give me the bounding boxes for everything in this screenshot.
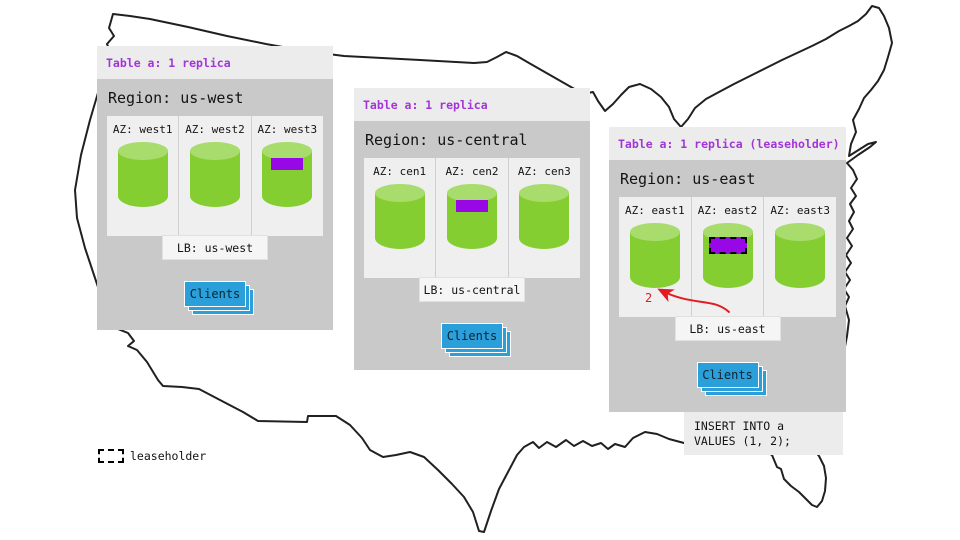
clients-stack: Clients bbox=[696, 362, 767, 396]
az-cell-west2: AZ: west2 bbox=[178, 116, 250, 236]
load-balancer-us-west: LB: us-west bbox=[162, 235, 268, 260]
clients-label: Clients bbox=[189, 287, 241, 301]
cylinder-top bbox=[117, 142, 168, 160]
cylinder-body bbox=[189, 151, 240, 207]
az-cell-east2: AZ: east2 bbox=[690, 197, 764, 317]
database-cylinder-icon bbox=[262, 142, 313, 210]
az-label: AZ: west2 bbox=[185, 123, 245, 136]
database-cylinder-icon bbox=[374, 184, 425, 252]
region-panel-body: Region: us-central AZ: cen1 AZ: cen2 bbox=[354, 121, 590, 370]
clients-button: Clients bbox=[184, 281, 246, 307]
region-title: Region: us-west bbox=[108, 89, 244, 107]
clients-stack: Clients bbox=[184, 281, 254, 315]
database-cylinder-icon bbox=[775, 223, 826, 291]
region-title: Region: us-east bbox=[620, 170, 756, 188]
az-label: AZ: cen2 bbox=[445, 165, 499, 178]
cylinder-body bbox=[775, 232, 826, 288]
az-cell-cen3: AZ: cen3 bbox=[507, 158, 580, 278]
table-replica-header: Table a: 1 replica (leaseholder) bbox=[609, 127, 846, 160]
az-row: AZ: east1 AZ: east2 AZ: east3 bbox=[619, 197, 836, 317]
database-cylinder-icon bbox=[702, 223, 753, 291]
lb-label: LB: us-central bbox=[423, 282, 521, 297]
cylinder-body bbox=[117, 151, 168, 207]
clients-button: Clients bbox=[696, 362, 759, 388]
step-number-label: 2 bbox=[645, 291, 653, 305]
region-panel-us-west: Table a: 1 replica Region: us-west AZ: w… bbox=[97, 46, 333, 330]
region-title: Region: us-central bbox=[365, 131, 528, 149]
az-label: AZ: west3 bbox=[257, 123, 318, 136]
lb-label: LB: us-east bbox=[689, 321, 766, 336]
az-label: AZ: cen3 bbox=[517, 165, 571, 178]
legend-label: leaseholder bbox=[130, 449, 207, 463]
region-panel-us-central: Table a: 1 replica Region: us-central AZ… bbox=[354, 88, 590, 370]
table-replica-label: Table a: 1 replica bbox=[363, 97, 488, 112]
database-cylinder-icon bbox=[519, 184, 570, 252]
region-panel-us-east: Table a: 1 replica (leaseholder) Region:… bbox=[609, 127, 846, 412]
az-cell-west3: AZ: west3 bbox=[250, 116, 323, 236]
clients-stack: Clients bbox=[441, 323, 511, 357]
az-row: AZ: west1 AZ: west2 AZ: west3 bbox=[107, 116, 323, 236]
load-balancer-us-east: LB: us-east bbox=[674, 316, 781, 341]
az-label: AZ: east2 bbox=[697, 204, 758, 217]
cylinder-body bbox=[629, 232, 680, 288]
database-cylinder-icon bbox=[629, 223, 680, 291]
az-cell-cen1: AZ: cen1 bbox=[364, 158, 435, 278]
leaseholder-swatch-icon bbox=[98, 449, 124, 463]
database-cylinder-icon bbox=[117, 142, 168, 210]
table-replica-label: Table a: 1 replica (leaseholder) bbox=[618, 136, 840, 151]
load-balancer-us-central: LB: us-central bbox=[419, 277, 525, 302]
region-panel-body: Region: us-east AZ: east1 AZ: east2 bbox=[609, 160, 846, 412]
az-label: AZ: east3 bbox=[770, 204, 830, 217]
cylinder-top bbox=[775, 223, 826, 241]
database-cylinder-icon bbox=[189, 142, 240, 210]
replica-badge bbox=[271, 158, 304, 170]
region-panel-body: Region: us-west AZ: west1 AZ: west2 bbox=[97, 79, 333, 330]
cylinder-top bbox=[629, 223, 680, 241]
az-cell-west1: AZ: west1 bbox=[107, 116, 178, 236]
az-label: AZ: west1 bbox=[112, 123, 173, 136]
replica-badge bbox=[455, 200, 488, 212]
clients-label: Clients bbox=[702, 368, 753, 382]
az-cell-cen2: AZ: cen2 bbox=[435, 158, 507, 278]
clients-button: Clients bbox=[441, 323, 503, 349]
leaseholder-badge bbox=[708, 237, 747, 254]
table-replica-label: Table a: 1 replica bbox=[106, 55, 231, 70]
cylinder-top bbox=[702, 223, 753, 241]
cylinder-top bbox=[262, 142, 313, 160]
az-label: AZ: cen1 bbox=[373, 165, 427, 178]
leaseholder-legend: leaseholder bbox=[98, 449, 206, 463]
sql-statement-note: INSERT INTO a VALUES (1, 2); bbox=[684, 412, 843, 455]
cylinder-top bbox=[189, 142, 240, 160]
database-cylinder-icon bbox=[446, 184, 497, 252]
az-cell-east1: AZ: east1 bbox=[619, 197, 691, 317]
table-replica-header: Table a: 1 replica bbox=[97, 46, 333, 79]
cylinder-top bbox=[519, 184, 570, 202]
cylinder-body bbox=[374, 193, 425, 249]
clients-label: Clients bbox=[446, 329, 498, 343]
az-cell-east3: AZ: east3 bbox=[763, 197, 836, 317]
lb-label: LB: us-west bbox=[176, 240, 254, 255]
az-row: AZ: cen1 AZ: cen2 AZ: cen3 bbox=[364, 158, 580, 278]
az-label: AZ: east1 bbox=[625, 204, 685, 217]
cylinder-top bbox=[374, 184, 425, 202]
table-replica-header: Table a: 1 replica bbox=[354, 88, 590, 121]
sql-line-1: INSERT INTO a bbox=[694, 419, 785, 433]
sql-line-2: VALUES (1, 2); bbox=[694, 434, 791, 448]
cylinder-top bbox=[446, 184, 497, 202]
cylinder-body bbox=[519, 193, 570, 249]
